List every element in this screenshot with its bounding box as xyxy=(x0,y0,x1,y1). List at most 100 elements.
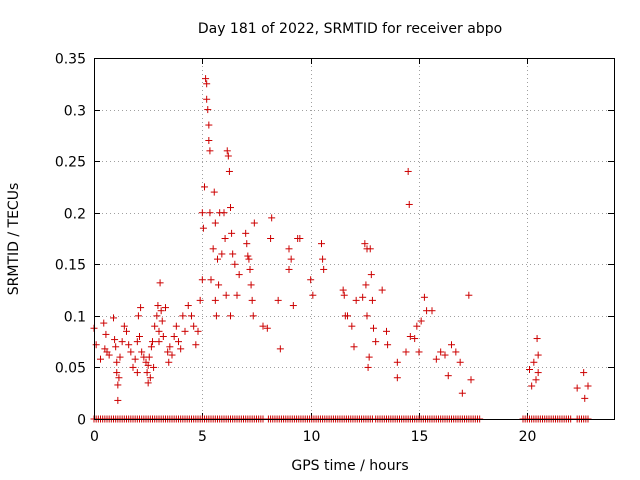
data-point xyxy=(170,332,178,340)
data-point xyxy=(432,355,440,363)
data-point xyxy=(165,358,173,366)
data-point xyxy=(154,302,162,310)
data-point xyxy=(146,374,154,382)
data-point xyxy=(125,341,133,349)
data-point xyxy=(102,330,110,338)
data-point xyxy=(235,271,243,279)
data-point xyxy=(145,353,153,361)
data-point xyxy=(359,293,367,301)
data-point xyxy=(458,389,466,397)
data-point xyxy=(393,358,401,366)
y-axis-label: SRMTID / TECUs xyxy=(6,183,22,296)
y-tick-label: 0 xyxy=(77,413,86,429)
data-point xyxy=(222,291,230,299)
x-tick-label: 5 xyxy=(198,429,207,445)
data-point xyxy=(581,394,589,402)
data-point xyxy=(201,183,208,191)
data-point xyxy=(229,250,237,258)
data-point xyxy=(318,240,325,248)
data-point xyxy=(127,348,135,356)
data-point xyxy=(437,348,445,356)
data-point xyxy=(319,255,327,263)
data-point xyxy=(296,235,304,242)
data-point xyxy=(245,255,253,263)
data-point xyxy=(205,137,213,145)
data-point xyxy=(118,338,126,346)
data-point xyxy=(133,338,141,346)
data-point xyxy=(211,219,219,227)
data-point xyxy=(114,381,122,389)
data-point xyxy=(287,255,295,263)
data-point xyxy=(196,296,204,304)
data-point xyxy=(580,369,588,377)
data-point xyxy=(444,372,452,380)
data-point xyxy=(361,240,369,248)
data-point xyxy=(247,281,255,289)
data-point xyxy=(350,343,358,351)
data-point xyxy=(199,224,207,232)
data-point xyxy=(348,322,356,330)
data-point xyxy=(452,348,460,356)
data-point xyxy=(289,302,297,310)
data-point xyxy=(220,209,228,217)
data-point xyxy=(467,376,475,384)
data-point xyxy=(274,296,282,304)
data-point xyxy=(406,332,414,340)
data-point xyxy=(92,341,100,349)
data-point xyxy=(244,252,252,260)
data-point xyxy=(411,335,419,343)
data-point xyxy=(206,209,214,217)
data-point xyxy=(214,255,221,263)
data-point xyxy=(203,80,211,88)
data-point xyxy=(364,363,372,371)
data-point xyxy=(243,240,251,248)
data-point xyxy=(248,296,256,304)
data-point xyxy=(204,106,212,114)
data-point xyxy=(105,351,113,359)
data-point xyxy=(533,335,541,343)
data-point xyxy=(526,365,533,373)
data-point xyxy=(366,245,374,253)
data-point xyxy=(250,219,258,227)
y-tick-labels: 0 0.05 0.1 0.15 0.2 0.25 0.3 0.35 xyxy=(55,52,86,429)
data-point xyxy=(156,279,164,287)
chart-title: Day 181 of 2022, SRMTID for receiver abp… xyxy=(198,21,502,37)
data-point xyxy=(144,379,152,387)
data-point xyxy=(190,322,198,330)
data-point xyxy=(211,296,219,304)
data-point xyxy=(207,276,215,284)
data-point xyxy=(168,351,176,359)
data-point xyxy=(123,327,130,335)
data-point xyxy=(227,204,234,212)
y-tick-label: 0.35 xyxy=(55,52,86,68)
y-tick-label: 0.2 xyxy=(64,207,86,223)
data-point xyxy=(162,304,169,312)
data-point xyxy=(225,167,233,175)
data-point xyxy=(344,312,351,320)
data-point xyxy=(115,374,123,382)
y-tick-label: 0.25 xyxy=(55,155,86,171)
data-point xyxy=(138,348,146,356)
data-point xyxy=(456,358,464,366)
data-point xyxy=(276,345,284,353)
data-point xyxy=(584,382,592,390)
data-point xyxy=(150,363,158,371)
data-point xyxy=(153,312,161,320)
data-point xyxy=(263,324,271,332)
x-tick-label: 10 xyxy=(303,429,321,445)
data-point xyxy=(405,200,413,208)
plot-frame xyxy=(94,58,615,420)
data-point xyxy=(157,307,165,315)
data-point xyxy=(215,281,223,289)
data-point xyxy=(363,312,371,320)
data-point xyxy=(133,369,141,377)
data-point xyxy=(528,382,536,390)
data-point xyxy=(465,291,473,299)
data-point xyxy=(352,296,360,304)
data-point xyxy=(149,338,156,346)
data-point xyxy=(530,358,538,366)
data-point xyxy=(114,396,122,404)
data-point xyxy=(233,291,241,299)
